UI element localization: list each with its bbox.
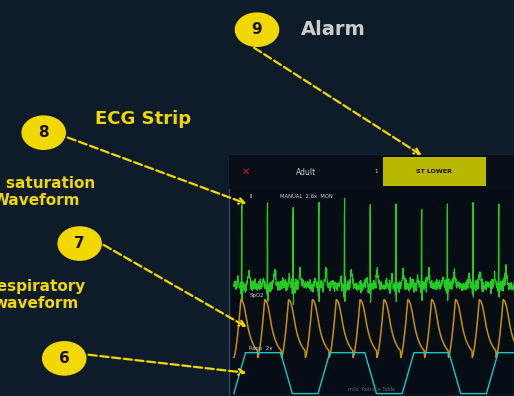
Bar — [229, 155, 514, 396]
Circle shape — [58, 227, 101, 260]
Text: Adult: Adult — [296, 168, 316, 177]
Text: Resp  2x: Resp 2x — [249, 346, 273, 351]
Text: Respiratory
waveform: Respiratory waveform — [0, 279, 86, 311]
Text: ECG Strip: ECG Strip — [95, 110, 191, 128]
Bar — [383, 157, 486, 186]
Text: 9: 9 — [252, 22, 262, 37]
Circle shape — [22, 116, 65, 149]
Text: O2 saturation
Waveform: O2 saturation Waveform — [0, 176, 95, 208]
Circle shape — [235, 13, 279, 46]
Text: 7: 7 — [75, 236, 85, 251]
Text: 8: 8 — [39, 125, 49, 140]
Text: SpO2: SpO2 — [249, 293, 264, 298]
Text: ✕: ✕ — [242, 167, 250, 177]
Bar — [229, 155, 514, 189]
Text: II: II — [249, 194, 252, 198]
Text: mild  Retrace Table: mild Retrace Table — [348, 387, 395, 392]
Text: 1: 1 — [374, 169, 378, 174]
Text: ST LOWER: ST LOWER — [416, 169, 452, 174]
Text: Alarm: Alarm — [301, 20, 365, 39]
Circle shape — [43, 342, 86, 375]
Text: 6: 6 — [59, 351, 69, 366]
Text: MANUAL  2.6x  MON: MANUAL 2.6x MON — [280, 194, 333, 198]
